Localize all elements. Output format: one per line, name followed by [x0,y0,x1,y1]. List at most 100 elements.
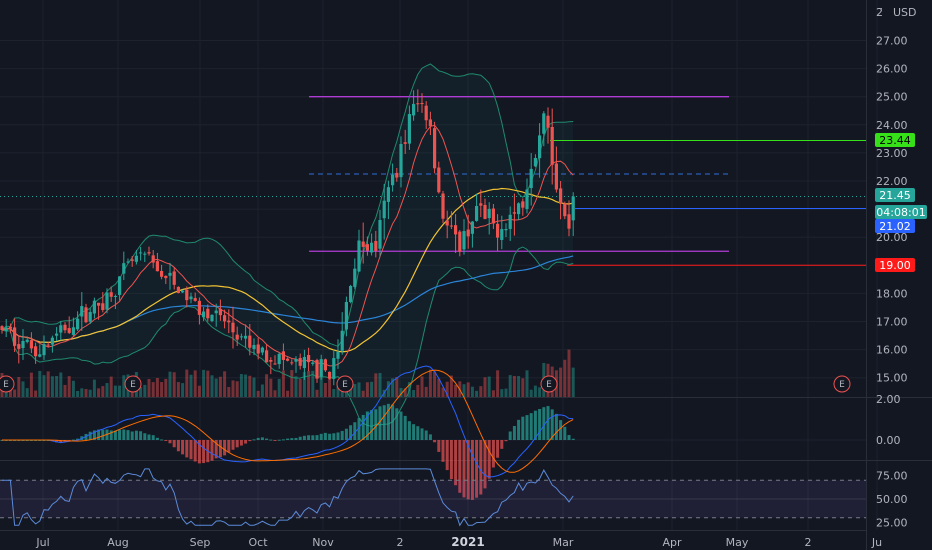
volume-bar [143,384,147,397]
candle-body [416,103,420,105]
rsi-pane[interactable] [0,468,866,527]
candle-body [298,357,302,366]
time-axis[interactable]: Jul Aug Sep Oct Nov 2 2021 Mar Apr May 2 Ju [35,535,882,549]
scale-glyph[interactable]: 2̈ [876,6,883,19]
macd-histogram-bar [487,440,491,479]
candle-body [46,344,50,346]
volume-bar [307,370,311,397]
volume-bar [160,382,164,397]
macd-histogram-bar [315,435,319,440]
candle-body [567,214,571,229]
earnings-marker-label: E [3,380,9,390]
currency-label[interactable]: USD [893,6,917,19]
volume-bar [210,375,214,397]
candle-body [151,255,155,263]
macd-histogram-bar [189,440,193,460]
time-tick: Jul [35,536,49,549]
candle-body [533,157,537,167]
price-tick: 23.00 [876,147,908,160]
candle-body [496,223,500,238]
candle-body [504,228,508,231]
volume-bar [500,389,504,397]
macd-histogram-bar [416,426,420,440]
volume-bar [46,371,50,397]
volume-bar [273,390,277,397]
candle-body [260,347,264,353]
price-tick: 25.00 [876,91,908,104]
macd-histogram-bar [466,440,470,500]
candle-body [470,221,474,234]
candle-body [181,290,185,293]
horizontal-levels[interactable] [0,96,866,266]
volume-bar [428,369,432,397]
time-tick: Apr [662,536,682,549]
volume-bar [302,372,306,397]
price-axis[interactable]: 27.00 26.00 25.00 24.00 23.00 22.00 20.00 18.00… [876,35,908,385]
volume-bar [55,375,59,397]
bollinger-lower [1,246,574,427]
candle-body [71,327,75,335]
candle-body [172,271,176,285]
candle-body [109,292,113,297]
volume-bar [529,389,533,397]
candle-body [281,351,285,360]
macd-histogram-bar [109,430,113,440]
volume-bar [256,390,260,397]
candle-body [34,346,38,357]
macd-histogram-bar [445,440,449,471]
macd-histogram-bar [210,440,214,461]
macd-histogram-bar [399,411,403,440]
candle-body [193,298,197,301]
price-tick: 16.00 [876,344,908,357]
macd-histogram-bar [546,406,550,440]
macd-histogram-bar [475,440,479,498]
candlesticks[interactable] [0,89,575,386]
candle-body [538,135,542,159]
rsi-tick: 75.00 [876,470,908,483]
volume-bar [449,375,453,397]
macd-histogram-bar [567,435,571,440]
volume-bar [214,378,218,397]
candle-body [8,326,12,329]
macd-histogram-bar [214,440,218,459]
candle-body [176,286,180,293]
macd-histogram-bar [235,440,239,448]
price-badge-label: 21.45 [879,189,911,202]
volume-bar [483,377,487,397]
candle-body [559,188,563,204]
macd-histogram-bar [370,410,374,440]
volume-bar [420,376,424,397]
macd-histogram-bar [554,413,558,440]
time-tick: 2 [397,536,404,549]
volume-bar [340,389,344,397]
volume-bar [172,372,176,397]
volume-bar [290,370,294,397]
macd-histogram-bar [101,429,105,440]
macd-pane[interactable] [0,365,866,500]
macd-histogram-bar [441,440,445,462]
volume-bar [109,376,113,397]
candle-body [29,340,33,349]
candle-body [227,320,231,323]
candle-body [286,358,290,361]
time-tick: May [726,536,749,549]
volume-bar [571,367,575,397]
candle-body [277,353,281,365]
volume-bar [433,371,437,397]
candle-body [420,102,424,105]
volume-bar [185,369,189,397]
candle-body [269,360,273,362]
candle-body [13,327,17,346]
time-tick: 2021 [451,535,484,549]
macd-histogram-bar [311,435,315,440]
volume-bar [189,374,193,397]
volume-bar [395,377,399,397]
macd-histogram-bar [470,440,474,500]
candle-body [185,289,189,301]
macd-histogram-bar [168,440,172,444]
macd-histogram-bar [542,407,546,440]
candle-body [122,263,126,274]
macd-histogram-bar [84,433,88,440]
